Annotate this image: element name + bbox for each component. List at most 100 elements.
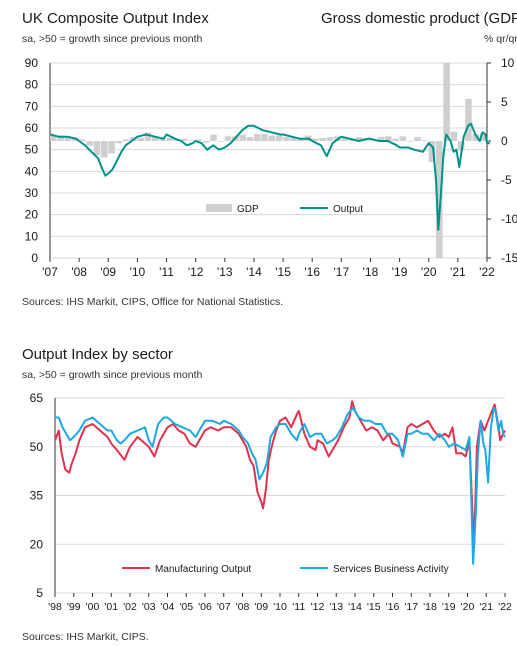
legend-output-label: Output bbox=[333, 204, 363, 215]
chart2-source: Sources: IHS Markit, CIPS. bbox=[22, 631, 149, 643]
chart1-subtitle: sa, >50 = growth since previous month bbox=[22, 33, 203, 45]
x-tick-label: '06 bbox=[198, 601, 212, 613]
y-left-tick-label: 30 bbox=[25, 186, 39, 200]
chart1-right-subtitle: % qr/qr bbox=[484, 33, 517, 45]
y-right-tick-label: -15 bbox=[501, 251, 517, 265]
gdp-bar bbox=[443, 63, 450, 141]
gdp-bar bbox=[151, 136, 159, 141]
x-tick-label: '13 bbox=[217, 265, 233, 279]
gdp-bar bbox=[137, 137, 144, 141]
chart1-right-title: Gross domestic product (GDP) bbox=[321, 10, 517, 27]
y-right-tick-label: -5 bbox=[501, 173, 512, 187]
gdp-bar bbox=[465, 98, 472, 141]
gdp-bar bbox=[239, 134, 246, 141]
chart1-title: UK Composite Output Index bbox=[22, 10, 209, 27]
y-right-tick-label: 10 bbox=[501, 56, 515, 70]
gdp-bar bbox=[450, 131, 458, 141]
gdp-bar bbox=[319, 137, 327, 141]
y-left-tick-label: 40 bbox=[25, 164, 39, 178]
y-right-tick-label: -10 bbox=[501, 212, 517, 226]
gdp-bar bbox=[50, 134, 57, 141]
y-right-tick-label: 5 bbox=[501, 95, 508, 109]
gdp-bar bbox=[479, 133, 487, 141]
gdp-bar bbox=[86, 141, 93, 146]
gdp-bar bbox=[202, 141, 210, 143]
gdp-bar bbox=[64, 136, 72, 141]
x-tick-label: '22 bbox=[479, 265, 495, 279]
x-tick-label: '14 bbox=[348, 601, 362, 613]
gdp-bar bbox=[93, 141, 101, 156]
gdp-bar bbox=[275, 135, 283, 141]
x-tick-label: '18 bbox=[423, 601, 437, 613]
gdp-bar bbox=[210, 134, 217, 141]
gdp-bar bbox=[312, 138, 319, 141]
y-tick-label: 35 bbox=[30, 489, 44, 503]
gdp-bar bbox=[268, 135, 276, 141]
gdp-bar bbox=[406, 141, 414, 142]
gdp-bar bbox=[246, 137, 254, 141]
y-left-tick-label: 10 bbox=[25, 229, 39, 243]
y-left-tick-label: 80 bbox=[25, 78, 39, 92]
x-tick-label: '15 bbox=[367, 601, 381, 613]
legend-services-label: Services Business Activity bbox=[333, 564, 449, 575]
x-tick-label: '11 bbox=[159, 265, 174, 279]
x-tick-label: '08 bbox=[71, 265, 87, 279]
gdp-bar bbox=[115, 141, 123, 144]
gdp-bar bbox=[297, 138, 305, 141]
gdp-bar bbox=[436, 141, 443, 258]
x-tick-label: '09 bbox=[254, 601, 268, 613]
x-tick-label: '02 bbox=[123, 601, 137, 613]
gdp-bar bbox=[457, 141, 465, 151]
x-tick-label: '16 bbox=[304, 265, 320, 279]
gdp-bar bbox=[181, 138, 188, 141]
x-tick-label: '14 bbox=[246, 265, 262, 279]
y-right-tick-label: 0 bbox=[501, 134, 508, 148]
gdp-bar bbox=[377, 137, 385, 141]
gdp-bar bbox=[57, 135, 64, 141]
gdp-bar bbox=[166, 137, 174, 141]
x-tick-label: '10 bbox=[130, 265, 146, 279]
y-tick-label: 5 bbox=[36, 586, 43, 600]
y-left-tick-label: 70 bbox=[25, 99, 39, 113]
gdp-bar bbox=[290, 137, 297, 141]
x-tick-label: '15 bbox=[275, 265, 291, 279]
gdp-bar bbox=[217, 141, 225, 142]
gdp-bar bbox=[79, 139, 86, 141]
y-tick-label: 50 bbox=[30, 440, 44, 454]
gdp-bar bbox=[355, 137, 363, 141]
gdp-bar bbox=[224, 136, 232, 141]
x-tick-label: '21 bbox=[450, 265, 466, 279]
x-tick-label: '12 bbox=[188, 265, 204, 279]
gdp-bar bbox=[421, 140, 429, 141]
x-tick-label: '19 bbox=[392, 265, 408, 279]
gdp-bar bbox=[188, 140, 195, 141]
gdp-bar bbox=[392, 138, 399, 141]
x-tick-label: '18 bbox=[363, 265, 379, 279]
x-tick-label: '19 bbox=[442, 601, 456, 613]
gdp-bar bbox=[414, 137, 421, 141]
x-tick-label: '13 bbox=[329, 601, 343, 613]
y-tick-label: 65 bbox=[30, 391, 44, 405]
y-left-tick-label: 60 bbox=[25, 121, 39, 135]
x-tick-label: '07 bbox=[42, 265, 58, 279]
x-tick-label: '21 bbox=[479, 601, 493, 613]
gdp-bar bbox=[283, 137, 290, 141]
y-left-tick-label: 90 bbox=[25, 56, 39, 70]
x-tick-label: '99 bbox=[67, 601, 81, 613]
gdp-bar bbox=[326, 137, 334, 141]
x-tick-label: '03 bbox=[142, 601, 156, 613]
x-tick-label: '17 bbox=[334, 265, 350, 279]
output-series-line bbox=[49, 122, 490, 231]
y-left-tick-label: 0 bbox=[31, 251, 38, 265]
x-tick-label: '16 bbox=[386, 601, 400, 613]
chart2-title: Output Index by sector bbox=[22, 346, 173, 363]
x-tick-label: '20 bbox=[421, 265, 437, 279]
gdp-bar bbox=[472, 133, 479, 141]
x-tick-label: '10 bbox=[273, 601, 287, 613]
chart2-subtitle: sa, >50 = growth since previous month bbox=[22, 369, 203, 381]
y-left-tick-label: 50 bbox=[25, 143, 39, 157]
x-tick-label: '05 bbox=[179, 601, 193, 613]
gdp-bar bbox=[108, 141, 115, 154]
gdp-bar bbox=[159, 139, 166, 141]
